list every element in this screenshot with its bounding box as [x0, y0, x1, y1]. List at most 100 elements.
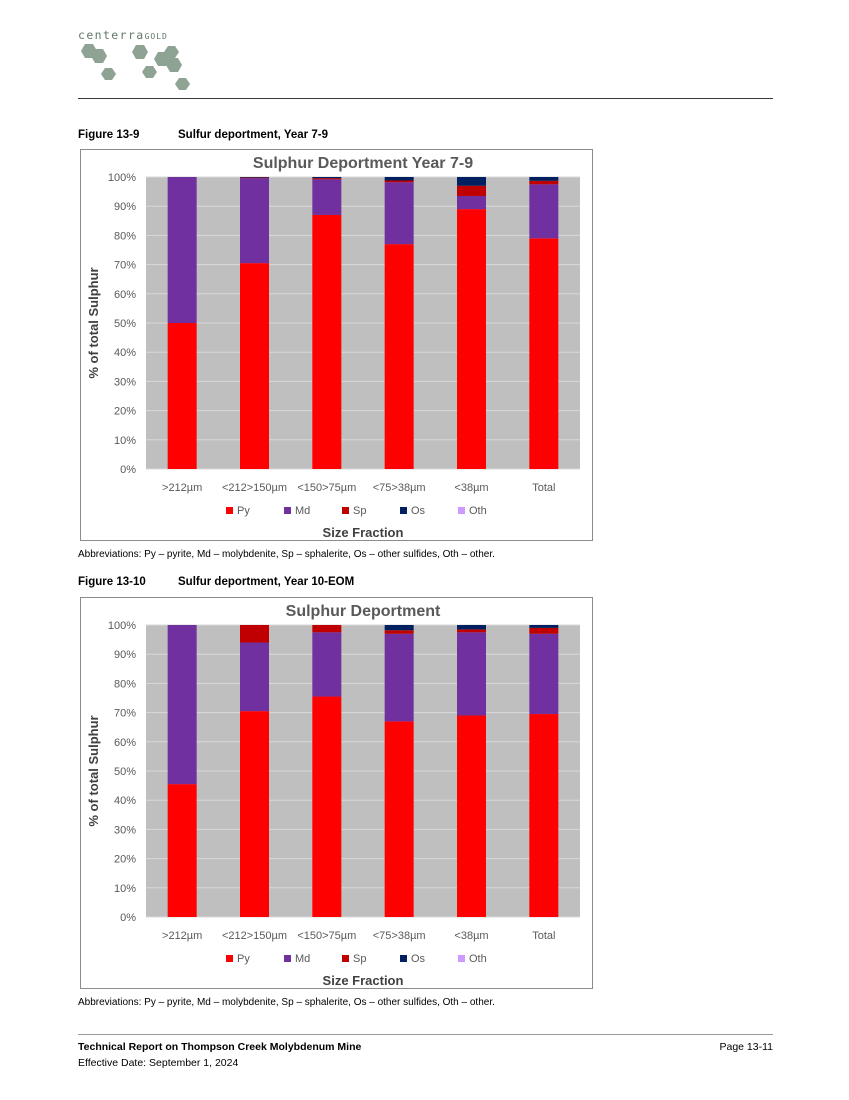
legend-label: Os: [411, 953, 426, 965]
figure-caption: Figure 13-9 Sulfur deportment, Year 7-9: [78, 129, 328, 141]
bar-segment-md: [167, 177, 197, 323]
x-tick-label: <150>75µm: [297, 482, 356, 494]
bar-segment-os: [240, 177, 269, 178]
abbreviations-note: Abbreviations: Py – pyrite, Md – molybde…: [78, 549, 495, 560]
legend-swatch: [400, 955, 407, 962]
x-tick-label: <212>150µm: [222, 930, 287, 942]
chart-title: Sulphur Deportment: [286, 603, 441, 620]
figure-number: Figure 13-10: [78, 576, 146, 588]
bar-segment-py: [529, 714, 559, 917]
bar-segment-md: [529, 184, 559, 239]
y-tick-label: 20%: [114, 854, 136, 866]
figure-caption: Figure 13-10 Sulfur deportment, Year 10-E…: [78, 576, 354, 588]
legend-label: Py: [237, 505, 250, 517]
y-tick-label: 60%: [114, 289, 136, 301]
bar-segment-os: [457, 177, 486, 186]
bar-segment-py: [240, 711, 269, 917]
footer-page-number: Page 13-11: [719, 1041, 773, 1053]
y-axis-title: % of total Sulphur: [86, 267, 101, 378]
y-tick-label: 90%: [114, 201, 136, 213]
y-tick-label: 70%: [114, 260, 136, 272]
legend-swatch: [226, 507, 233, 514]
bar-segment-os: [312, 177, 342, 179]
bar-segment-os: [384, 177, 414, 181]
y-tick-label: 70%: [114, 708, 136, 720]
bar-segment-sp: [312, 625, 342, 633]
legend-label: Os: [411, 505, 426, 517]
bar-segment-md: [312, 632, 342, 697]
y-tick-label: 30%: [114, 376, 136, 388]
y-tick-label: 0%: [120, 912, 136, 924]
y-tick-label: 30%: [114, 824, 136, 836]
bar-segment-py: [529, 238, 559, 469]
logo-hexagon-graphic: [81, 44, 190, 90]
bar-segment-os: [457, 625, 486, 630]
bar-segment-md: [457, 195, 486, 210]
y-tick-label: 80%: [114, 678, 136, 690]
x-tick-label: <38µm: [454, 930, 488, 942]
bar-segment-md: [457, 632, 486, 716]
x-tick-label: Total: [532, 482, 555, 494]
bar-segment-py: [312, 696, 342, 917]
legend-swatch: [226, 955, 233, 962]
x-tick-label: >212µm: [162, 482, 202, 494]
y-tick-label: 20%: [114, 406, 136, 418]
figure-title: Sulfur deportment, Year 10-EOM: [178, 576, 355, 588]
bar-segment-py: [384, 721, 414, 917]
y-axis-title: % of total Sulphur: [86, 715, 101, 826]
bar-segment-os: [384, 625, 414, 631]
bar-segment-os: [529, 625, 559, 628]
legend-swatch: [284, 955, 291, 962]
y-tick-label: 100%: [108, 172, 136, 184]
legend-swatch: [458, 955, 465, 962]
bar-segment-md: [167, 625, 197, 785]
company-logo: centerraGOLD: [78, 28, 208, 94]
figure-title: Sulfur deportment, Year 7-9: [178, 129, 328, 141]
x-tick-label: <150>75µm: [297, 930, 356, 942]
legend-label: Md: [295, 953, 310, 965]
y-tick-label: 90%: [114, 649, 136, 661]
x-tick-label: <75>38µm: [373, 930, 426, 942]
x-axis-title: Size Fraction: [323, 525, 404, 540]
header-divider: [78, 98, 773, 99]
y-tick-label: 40%: [114, 795, 136, 807]
footer-effective-date: Effective Date: September 1, 2024: [78, 1057, 239, 1069]
x-tick-label: Total: [532, 930, 555, 942]
bar-segment-sp: [529, 627, 559, 634]
y-tick-label: 40%: [114, 347, 136, 359]
bar-segment-sp: [529, 180, 559, 185]
bar-segment-sp: [384, 180, 414, 183]
y-tick-label: 10%: [114, 435, 136, 447]
bar-segment-sp: [457, 185, 486, 196]
bar-segment-md: [384, 633, 414, 722]
chart-svg: Sulphur Deportment Year 7-9 0% 10% 20% 30% 40…: [80, 149, 593, 541]
legend-swatch: [458, 507, 465, 514]
legend-label: Oth: [469, 505, 487, 517]
y-tick-label: 60%: [114, 737, 136, 749]
x-tick-label: <212>150µm: [222, 482, 287, 494]
bar-segment-sp: [457, 629, 486, 633]
legend-swatch: [342, 955, 349, 962]
bar-segment-py: [457, 715, 486, 917]
legend-swatch: [284, 507, 291, 514]
x-tick-label: <75>38µm: [373, 482, 426, 494]
legend-swatch: [342, 507, 349, 514]
chart-title: Sulphur Deportment Year 7-9: [253, 155, 473, 172]
x-tick-label: <38µm: [454, 482, 488, 494]
bar-segment-py: [312, 214, 342, 469]
legend-label: Sp: [353, 505, 366, 517]
y-tick-label: 50%: [114, 766, 136, 778]
logo-wordmark: centerraGOLD: [78, 28, 168, 42]
y-tick-label: 50%: [114, 318, 136, 330]
bar-segment-md: [240, 642, 269, 712]
legend-label: Oth: [469, 953, 487, 965]
chart-year-7-9: Sulphur Deportment Year 7-9 0% 10% 20% 30% 40…: [80, 149, 593, 541]
bar-segment-sp: [240, 625, 269, 643]
bar-segment-md: [240, 178, 269, 264]
bar-segment-py: [167, 784, 197, 917]
abbreviations-note: Abbreviations: Py – pyrite, Md – molybde…: [78, 997, 495, 1008]
figure-number: Figure 13-9: [78, 129, 140, 141]
y-tick-label: 0%: [120, 464, 136, 476]
bar-segment-py: [384, 244, 414, 469]
bar-segment-py: [240, 263, 269, 469]
